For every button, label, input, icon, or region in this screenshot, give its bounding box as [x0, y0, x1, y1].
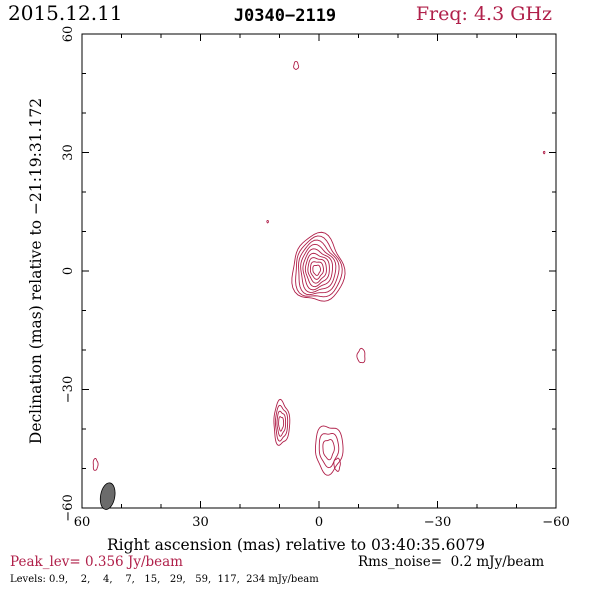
contour-level	[307, 257, 327, 284]
contour-level	[266, 219, 269, 224]
plot-frame	[81, 33, 557, 509]
y-tick-label: 0	[61, 267, 76, 275]
contour-component-jet-knot-east	[273, 398, 291, 446]
contour-level	[293, 61, 300, 70]
contour-level	[274, 404, 289, 442]
frequency-label: Freq: 4.3 GHz	[416, 3, 552, 25]
contour-level	[322, 439, 335, 461]
contour-levels: Levels: 0.9, 2, 4, 7, 15, 29, 59, 117, 2…	[10, 574, 319, 585]
contour-level	[302, 248, 334, 291]
x-tick-label: −30	[424, 515, 451, 530]
contour-level	[278, 416, 285, 432]
axis-ticks	[81, 33, 557, 509]
contour-level	[300, 243, 337, 293]
y-tick-label: 30	[61, 144, 76, 161]
contour-level	[304, 252, 330, 288]
contour-level	[318, 433, 340, 469]
contour-component-spot-north	[293, 61, 300, 70]
contour-component-jet-knot-small	[333, 457, 341, 472]
contour-component-jet-knot-south	[314, 425, 344, 476]
observation-date: 2015.12.11	[8, 1, 123, 25]
y-tick-label: −30	[61, 376, 76, 403]
x-tick-label: 30	[192, 515, 209, 530]
source-name: J0340−2119	[234, 6, 336, 26]
x-tick-label: −60	[542, 515, 569, 530]
peak-level: Peak_lev= 0.356 Jy/beam	[10, 554, 183, 570]
y-tick-label: 60	[61, 26, 76, 43]
contour-level	[542, 150, 546, 155]
restoring-beam	[99, 482, 116, 510]
contour-component-core	[291, 231, 346, 302]
contour-level	[312, 264, 322, 276]
contour-level	[298, 239, 340, 296]
x-axis-label: Right ascension (mas) relative to 03:40:…	[107, 536, 485, 554]
contour-level	[273, 398, 291, 446]
rms-noise: Rms_noise= 0.2 mJy/beam	[358, 554, 544, 570]
contour-component-knot-west	[356, 347, 366, 364]
y-axis-label: Declination (mas) relative to −21:19:31.…	[27, 98, 45, 444]
contour-level	[295, 235, 343, 298]
x-tick-label: 0	[315, 515, 323, 530]
contour-component-speck-2	[542, 150, 546, 155]
contour-level	[291, 231, 346, 302]
contour-level	[314, 425, 344, 476]
contour-level	[276, 410, 287, 437]
contour-level	[309, 261, 324, 280]
contour-level	[92, 457, 99, 471]
x-tick-label: 60	[74, 515, 91, 530]
contour-component-spot-left	[92, 457, 99, 471]
contour-component-speck-1	[266, 219, 269, 224]
contour-map	[92, 61, 546, 476]
y-tick-label: −60	[61, 494, 76, 521]
contour-level	[333, 457, 341, 472]
contour-level	[356, 347, 366, 364]
